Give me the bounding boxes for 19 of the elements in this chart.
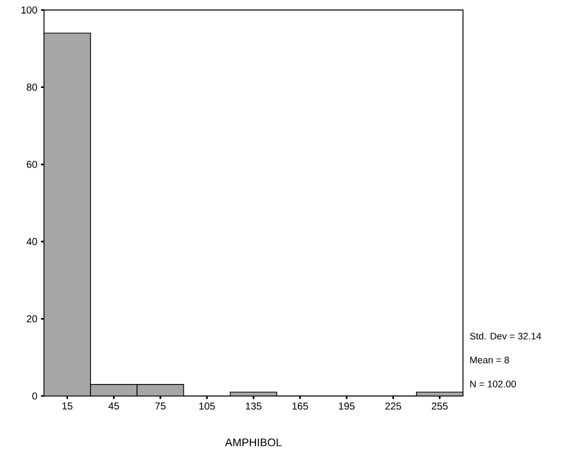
text: Std. Dev = 32.14 xyxy=(470,332,542,340)
text: N = 102.00 xyxy=(470,380,516,388)
x-tick-label: 255 xyxy=(432,402,448,410)
y-tick-label: 0 xyxy=(32,392,38,400)
x-axis-title: AMPHIBOL xyxy=(225,438,282,446)
y-tick-label: 40 xyxy=(26,238,38,246)
x-tick-label: 15 xyxy=(62,402,72,410)
y-tick-label: 60 xyxy=(26,160,38,168)
y-tick-label: 20 xyxy=(26,315,38,322)
x-tick-label: 105 xyxy=(199,402,215,410)
text: Mean = 8 xyxy=(470,356,509,364)
x-tick-label: 135 xyxy=(246,402,262,410)
x-tick-label: 45 xyxy=(108,402,119,410)
x-tick-label: 225 xyxy=(385,402,402,410)
x-tick-label: 75 xyxy=(155,402,166,410)
y-tick-label: 100 xyxy=(22,6,38,14)
x-tick-label: 195 xyxy=(339,402,355,410)
x-tick-label: 165 xyxy=(292,402,308,410)
y-tick-label: 80 xyxy=(26,84,38,91)
